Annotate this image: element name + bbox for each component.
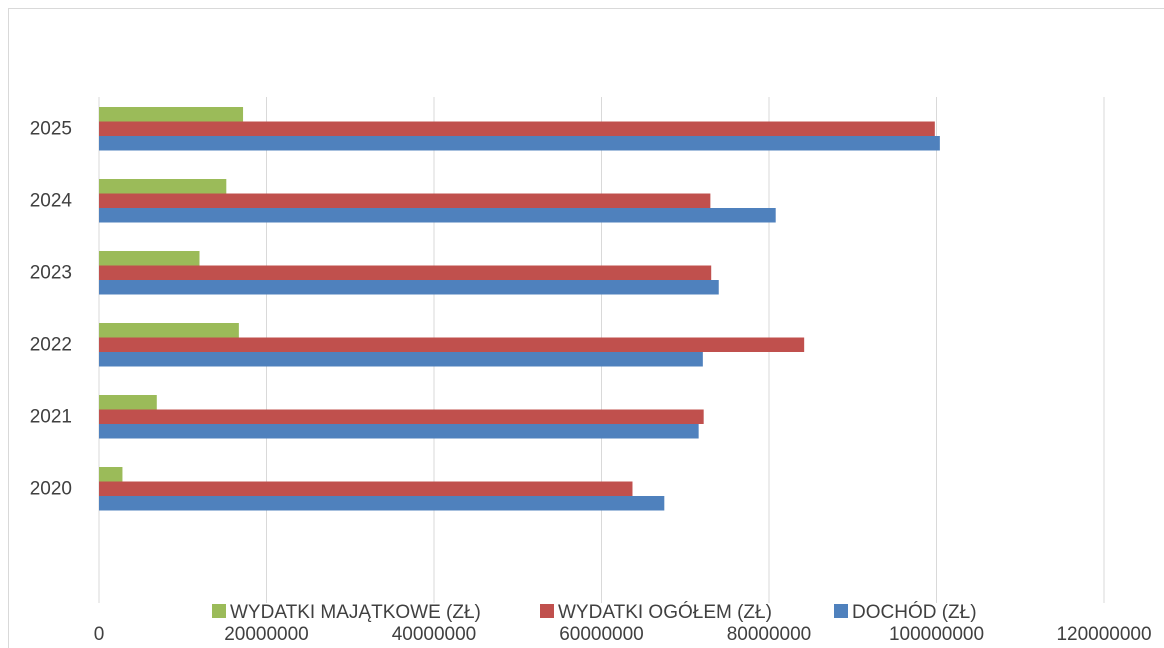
bar — [99, 121, 935, 136]
bar — [99, 467, 123, 482]
bar — [99, 409, 704, 424]
bar — [99, 179, 227, 194]
y-tick-label: 2025 — [30, 118, 72, 139]
bar — [99, 107, 244, 122]
legend-swatch — [212, 604, 226, 618]
x-tick-label: 20000000 — [224, 624, 309, 645]
x-tick-labels: 0 20000000 40000000 60000000 80000000 1000000… — [94, 624, 1152, 645]
legend-label: WYDATKI OGÓŁEM (ZŁ) — [558, 601, 772, 623]
bar — [99, 496, 665, 511]
bar — [99, 280, 719, 295]
x-tick-label: 100000000 — [889, 624, 984, 645]
legend-swatch — [540, 604, 554, 618]
bar — [99, 352, 703, 367]
x-tick-label: 80000000 — [727, 624, 812, 645]
y-tick-labels: 2020 2021 2022 2023 2024 2025 — [30, 118, 73, 499]
legend-label: DOCHÓD (ZŁ) — [852, 601, 977, 623]
bar — [99, 337, 805, 352]
bar — [99, 395, 157, 410]
bar — [99, 424, 699, 439]
bar — [99, 323, 239, 338]
y-tick-label: 2021 — [30, 406, 72, 427]
bar — [99, 265, 712, 280]
x-tick-label: 60000000 — [559, 624, 644, 645]
y-tick-label: 2024 — [30, 190, 73, 211]
x-tick-label: 120000000 — [1056, 624, 1151, 645]
bar — [99, 193, 711, 208]
legend-swatch — [834, 604, 848, 618]
legend: WYDATKI MAJĄTKOWE (ZŁ) WYDATKI OGÓŁEM (ZŁ… — [212, 601, 977, 623]
y-tick-label: 2023 — [30, 262, 72, 283]
bar — [99, 208, 776, 223]
x-tick-label: 0 — [94, 624, 105, 645]
y-tick-label: 2020 — [30, 478, 72, 499]
legend-label: WYDATKI MAJĄTKOWE (ZŁ) — [230, 602, 481, 623]
bar — [99, 481, 633, 496]
bar — [99, 136, 940, 151]
bar — [99, 251, 200, 266]
bars — [99, 107, 940, 511]
y-tick-label: 2022 — [30, 334, 72, 355]
x-tick-label: 40000000 — [392, 624, 477, 645]
